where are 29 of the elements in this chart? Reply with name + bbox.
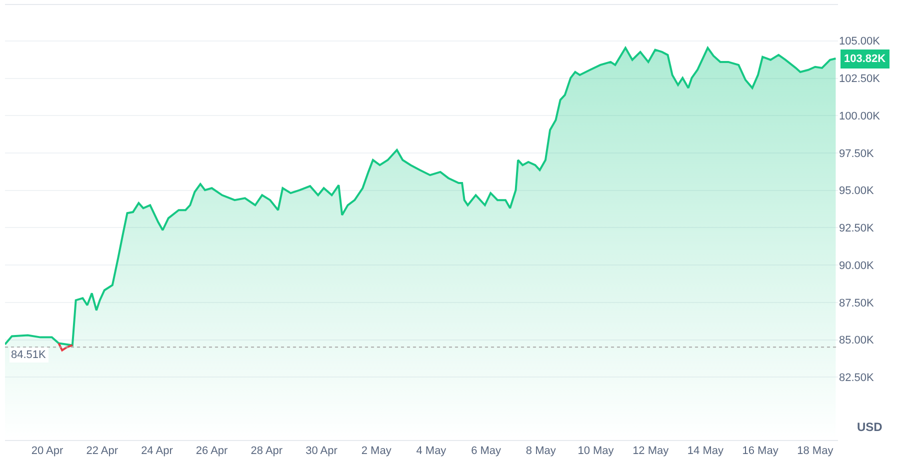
y-tick-label: 85.00K: [839, 334, 875, 347]
y-tick-label: 105.00K: [839, 36, 881, 48]
y-tick-label: 100.00K: [839, 110, 881, 122]
y-tick-label: 95.00K: [839, 185, 875, 198]
line-series: [58, 342, 74, 352]
y-tick-label: 92.50K: [839, 222, 875, 235]
x-tick-label: 8 May: [526, 445, 556, 458]
x-tick-label: 12 May: [632, 445, 670, 458]
y-tick-label: 82.50K: [839, 372, 875, 384]
y-tick-label: 102.50K: [839, 73, 881, 86]
x-tick-label: 22 Apr: [86, 445, 118, 458]
x-tick-label: 18 May: [797, 445, 834, 458]
x-tick-label: 28 Apr: [250, 445, 283, 458]
x-tick-label: 2 May: [361, 445, 392, 458]
x-tick-label: 26 Apr: [196, 445, 228, 458]
x-tick-label: 16 May: [742, 445, 779, 458]
x-tick-label: 30 Apr: [306, 445, 338, 458]
y-axis-title: USD: [857, 420, 883, 434]
x-tick-label: 6 May: [471, 445, 502, 458]
y-tick-label: 87.50K: [839, 297, 875, 310]
y-tick-label: 90.00K: [839, 260, 875, 272]
x-tick-label: 10 May: [578, 445, 614, 458]
ref-line-label: 84.51K: [11, 349, 47, 361]
x-tick-label: 20 Apr: [31, 445, 64, 458]
annotation: 103.82K: [844, 53, 886, 65]
x-tick-label: 4 May: [416, 445, 447, 458]
y-tick-label: 97.50K: [839, 148, 875, 160]
x-tick-label: 14 May: [687, 445, 724, 458]
x-tick-label: 24 Apr: [141, 445, 174, 458]
